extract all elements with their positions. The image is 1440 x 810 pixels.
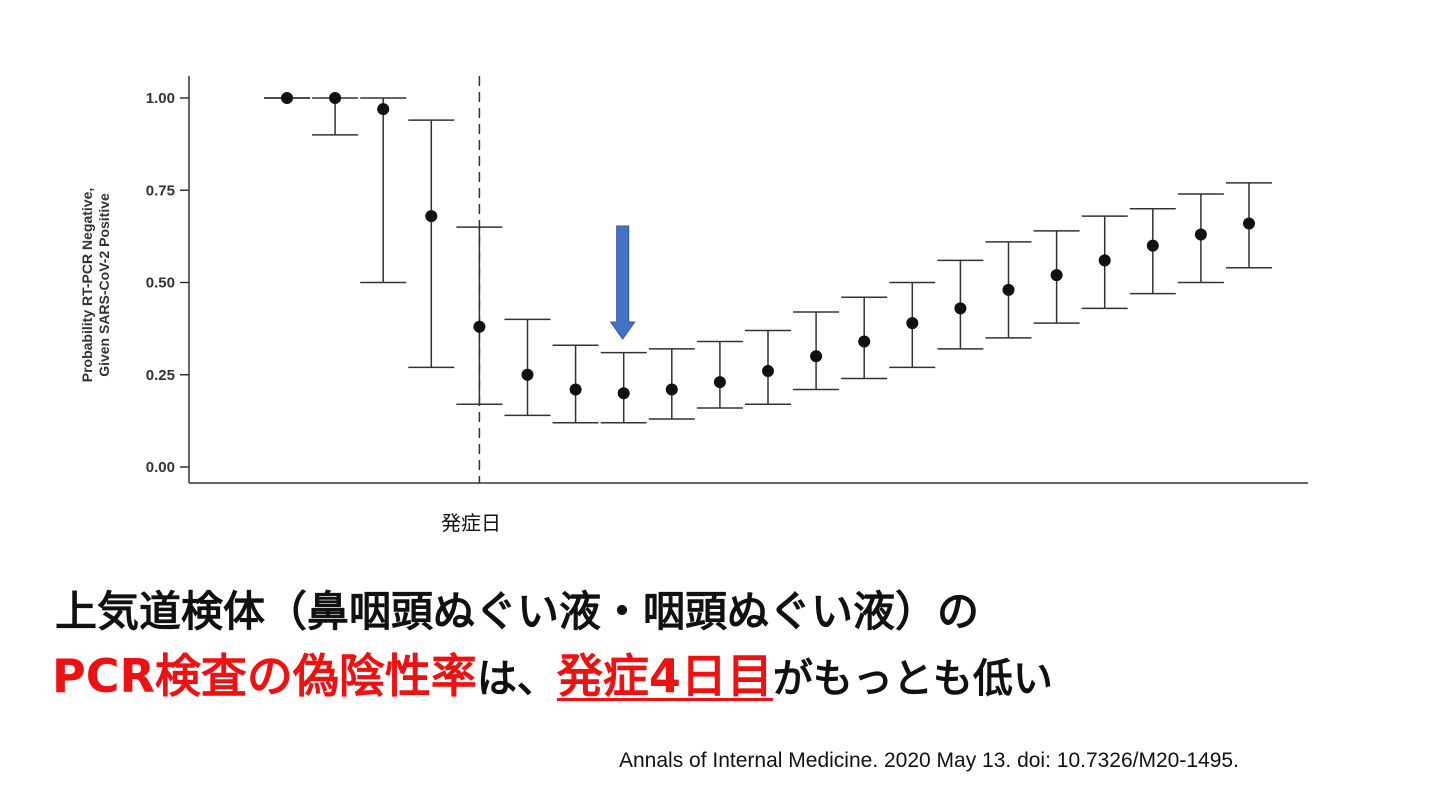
citation: Annals of Internal Medicine. 2020 May 13… [619, 749, 1239, 772]
data-point [329, 92, 342, 104]
data-point [1243, 217, 1255, 230]
data-point [377, 103, 390, 116]
data-point-group [937, 259, 984, 350]
chart: 1.00 0.75 0.50 0.25 0.00 [146, 76, 1308, 484]
data-series [264, 92, 1272, 424]
data-point [1002, 283, 1015, 296]
onset-label: 発症日 [441, 511, 501, 535]
y-tick-label: 1.00 [146, 90, 175, 107]
data-point-group [360, 97, 407, 284]
data-point [906, 317, 919, 330]
y-tick-label: 0.00 [146, 459, 175, 476]
data-point-group [1129, 207, 1176, 295]
data-point [473, 320, 486, 333]
headline-line2: PCR検査の偽陰性率は、発症4日目がもっとも低い [52, 640, 1053, 706]
data-point [1050, 269, 1063, 282]
data-point [762, 365, 774, 378]
data-point [810, 350, 823, 363]
data-point-group [1177, 193, 1224, 284]
data-point-group [985, 241, 1032, 339]
headline-day4: 発症4日目 [556, 649, 773, 703]
data-point-group [456, 226, 503, 406]
data-point-group [504, 318, 551, 417]
y-tick-label: 0.75 [146, 182, 175, 199]
data-point-group [1081, 215, 1128, 310]
headline-line1: 上気道検体（鼻咽頭ぬぐい液・咽頭ぬぐい液）の [55, 587, 980, 636]
data-point-group [408, 119, 455, 369]
data-point [713, 376, 726, 389]
data-point [1098, 254, 1111, 267]
data-point [1146, 239, 1159, 252]
data-point [281, 92, 293, 104]
data-point [858, 335, 871, 348]
data-point-group [1033, 230, 1080, 324]
data-point [569, 383, 582, 396]
data-point-group [793, 311, 840, 391]
arrow-icon [609, 225, 636, 340]
data-point [617, 387, 630, 400]
data-point [425, 210, 438, 223]
data-point-group [745, 329, 791, 406]
headline-false-negative-rate: PCR検査の偽陰性率 [52, 649, 477, 703]
data-point-group [696, 340, 743, 409]
down-arrow-shape [609, 225, 636, 340]
data-point-group [552, 344, 599, 424]
data-point-group [264, 92, 310, 104]
data-point-group [648, 348, 695, 420]
data-point [521, 368, 534, 381]
y-axis-label-line2: Given SARS-CoV-2 Positive [96, 193, 112, 377]
y-axis-ticks: 1.00 0.75 0.50 0.25 0.00 [146, 90, 189, 476]
data-point-group [841, 296, 888, 380]
y-axis-label-line1: Probability RT-PCR Negative, [79, 187, 95, 383]
data-point [1194, 228, 1207, 241]
data-point-group [312, 92, 359, 136]
data-point [665, 383, 678, 396]
data-point-group [600, 351, 647, 424]
headline-lowest: がもっとも低い [772, 656, 1053, 702]
headline-particle: は、 [476, 656, 557, 702]
chart-axes [188, 76, 1308, 484]
y-tick-label: 0.50 [146, 275, 175, 292]
data-point [954, 302, 967, 315]
data-point-group [889, 281, 936, 369]
y-tick-label: 0.25 [146, 367, 175, 384]
data-point-group [1226, 182, 1272, 269]
y-axis-label: Probability RT-PCR Negative, Given SARS-… [79, 188, 113, 382]
